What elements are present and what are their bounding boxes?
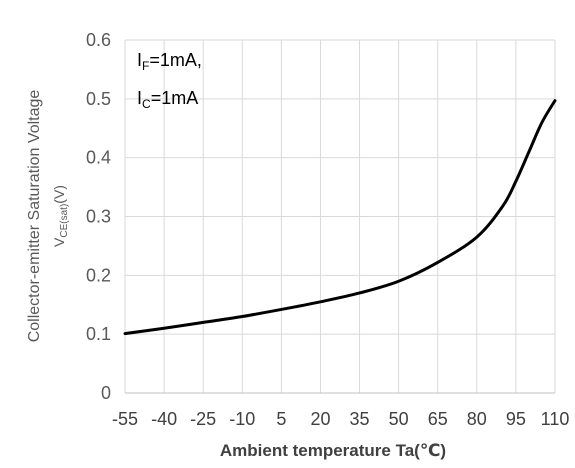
x-tick-label: 50 bbox=[389, 409, 409, 429]
text-layer: Ambient temperature Ta(℃) Collector-emit… bbox=[26, 50, 446, 460]
annotation-line-1: IF=1mA, bbox=[137, 50, 202, 73]
y-axis-symbol-sub: CE(sat) bbox=[59, 204, 70, 238]
x-tick-label: -40 bbox=[151, 409, 177, 429]
annotation-line-2: IC=1mA bbox=[137, 88, 198, 111]
grid-layer bbox=[124, 39, 556, 394]
axis-layer: 0 0.1 0.2 0.3 0.4 0.5 0.6 -55 -40 -25 -10 5 20 35 50 65… bbox=[86, 30, 569, 429]
y-tick-label: 0.2 bbox=[86, 265, 111, 285]
x-tick-label: 65 bbox=[428, 409, 448, 429]
y-tick-label: 0.5 bbox=[86, 89, 111, 109]
y-tick-label: 0.1 bbox=[86, 324, 111, 344]
x-tick-label: -55 bbox=[112, 409, 138, 429]
annotation-2-main: I bbox=[137, 88, 142, 108]
annotation-1-main: I bbox=[137, 50, 142, 70]
annotation-1-sub: F bbox=[142, 59, 149, 73]
series-line bbox=[123, 99, 557, 336]
y-axis-label-symbol: VCE(sat)(V) bbox=[51, 185, 70, 247]
x-tick-label: 80 bbox=[467, 409, 487, 429]
y-tick-label: 0.4 bbox=[86, 148, 111, 168]
y-axis-symbol-main: V bbox=[51, 237, 67, 247]
x-tick-label: 110 bbox=[541, 409, 570, 429]
x-tick-label: 35 bbox=[350, 409, 370, 429]
x-tick-label: 95 bbox=[506, 409, 526, 429]
x-axis-label: Ambient temperature Ta(℃) bbox=[220, 441, 446, 460]
annotation-1-rest: =1mA, bbox=[149, 50, 202, 70]
y-tick-label: 0.6 bbox=[86, 30, 111, 50]
x-tick-label: 5 bbox=[276, 409, 286, 429]
x-tick-label: -10 bbox=[229, 409, 255, 429]
x-tick-label: 20 bbox=[310, 409, 330, 429]
y-tick-label: 0.3 bbox=[86, 207, 111, 227]
annotation-2-sub: C bbox=[142, 97, 151, 111]
line-layer bbox=[123, 99, 557, 336]
x-tick-label: -25 bbox=[190, 409, 216, 429]
y-tick-label: 0 bbox=[101, 383, 111, 403]
y-axis-label-main: Collector-emitter Saturation Voltage bbox=[26, 90, 43, 343]
y-axis-symbol-unit: (V) bbox=[51, 185, 67, 204]
annotation-2-rest: =1mA bbox=[151, 88, 199, 108]
